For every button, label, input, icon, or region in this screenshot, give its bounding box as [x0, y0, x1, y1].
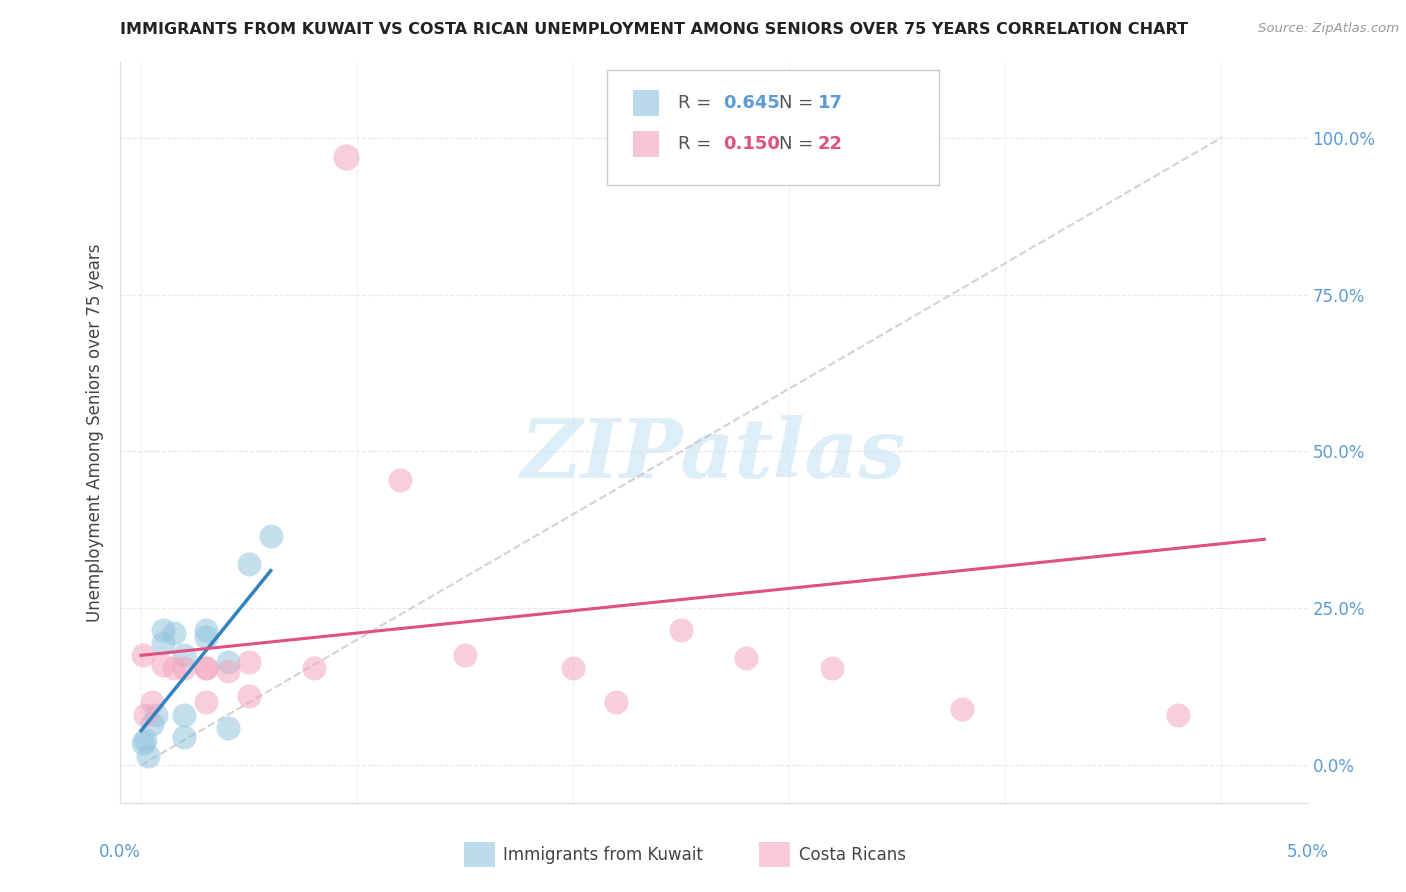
Text: N =: N =	[779, 135, 818, 153]
Point	[950, 701, 973, 715]
Point	[238, 655, 260, 669]
Point	[238, 689, 260, 703]
Point	[145, 708, 167, 723]
Point	[152, 636, 174, 650]
Text: R =: R =	[678, 135, 717, 153]
Point	[141, 717, 163, 731]
Text: 0.645: 0.645	[723, 95, 780, 112]
Point	[335, 150, 357, 164]
FancyBboxPatch shape	[606, 70, 939, 185]
Text: R =: R =	[678, 95, 717, 112]
Point	[194, 624, 217, 638]
Text: Source: ZipAtlas.com: Source: ZipAtlas.com	[1258, 22, 1399, 36]
Point	[162, 661, 184, 675]
Text: 0.0%: 0.0%	[98, 843, 141, 861]
Text: 22: 22	[818, 135, 844, 153]
Point	[152, 657, 174, 672]
Point	[194, 661, 217, 675]
Point	[302, 661, 325, 675]
Point	[605, 695, 627, 709]
Point	[194, 630, 217, 644]
Point	[735, 651, 758, 665]
Point	[134, 733, 156, 747]
Point	[162, 626, 184, 640]
Point	[1167, 708, 1189, 723]
Point	[141, 695, 163, 709]
Text: Costa Ricans: Costa Ricans	[799, 846, 905, 863]
Point	[238, 558, 260, 572]
Point	[132, 736, 155, 750]
FancyBboxPatch shape	[633, 130, 659, 157]
Point	[173, 708, 195, 723]
Point	[217, 721, 239, 735]
Text: 17: 17	[818, 95, 844, 112]
Text: N =: N =	[779, 95, 818, 112]
Point	[173, 661, 195, 675]
Point	[136, 748, 159, 763]
Point	[173, 648, 195, 663]
Point	[152, 624, 174, 638]
FancyBboxPatch shape	[633, 90, 659, 117]
Point	[132, 648, 155, 663]
Point	[389, 473, 412, 487]
Point	[217, 655, 239, 669]
Point	[821, 661, 844, 675]
Point	[669, 624, 692, 638]
Text: Immigrants from Kuwait: Immigrants from Kuwait	[503, 846, 703, 863]
Point	[194, 661, 217, 675]
Text: 0.150: 0.150	[723, 135, 780, 153]
Text: 5.0%: 5.0%	[1286, 843, 1329, 861]
Point	[217, 664, 239, 678]
Point	[173, 730, 195, 744]
Y-axis label: Unemployment Among Seniors over 75 years: Unemployment Among Seniors over 75 years	[86, 244, 104, 622]
Point	[194, 695, 217, 709]
Text: IMMIGRANTS FROM KUWAIT VS COSTA RICAN UNEMPLOYMENT AMONG SENIORS OVER 75 YEARS C: IMMIGRANTS FROM KUWAIT VS COSTA RICAN UN…	[120, 22, 1188, 37]
Point	[260, 529, 283, 543]
Text: ZIPatlas: ZIPatlas	[520, 415, 907, 495]
Point	[562, 661, 585, 675]
Point	[134, 708, 156, 723]
Point	[454, 648, 477, 663]
